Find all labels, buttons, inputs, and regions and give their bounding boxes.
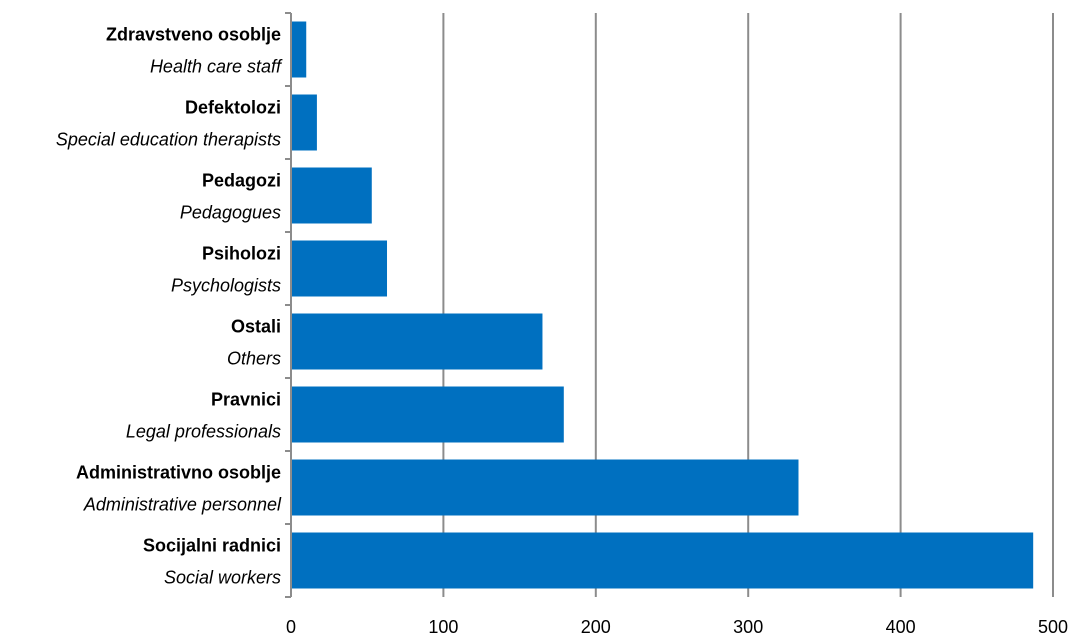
x-tick-label: 300 bbox=[733, 617, 763, 637]
category-label: Ostali bbox=[231, 317, 281, 337]
category-label: Socijalni radnici bbox=[143, 536, 281, 556]
category-label: Administrativno osoblje bbox=[76, 463, 281, 483]
x-tick-label: 200 bbox=[581, 617, 611, 637]
x-tick-label: 0 bbox=[286, 617, 296, 637]
category-sublabel: Health care staff bbox=[150, 57, 283, 77]
category-sublabel: Administrative personnel bbox=[83, 495, 282, 515]
category-label: Psiholozi bbox=[202, 244, 281, 264]
category-label: Pedagozi bbox=[202, 171, 281, 191]
category-labels: Zdravstveno osoblje Health care staff Defe… bbox=[56, 25, 283, 588]
x-tick-label: 500 bbox=[1038, 617, 1068, 637]
bar bbox=[292, 167, 372, 224]
bar bbox=[292, 313, 543, 370]
bar bbox=[292, 459, 799, 516]
x-tick-label: 400 bbox=[886, 617, 916, 637]
category-sublabel: Social workers bbox=[164, 568, 281, 588]
category-sublabel: Others bbox=[227, 349, 281, 369]
bar bbox=[292, 386, 564, 443]
y-axis bbox=[285, 12, 292, 598]
category-label: Zdravstveno osoblje bbox=[106, 25, 281, 45]
category-sublabel: Special education therapists bbox=[56, 130, 281, 150]
category-sublabel: Pedagogues bbox=[180, 203, 281, 223]
bar bbox=[292, 240, 388, 297]
bars bbox=[292, 21, 1034, 589]
x-tick-label: 100 bbox=[428, 617, 458, 637]
bar bbox=[292, 21, 307, 78]
bar bbox=[292, 532, 1034, 589]
category-sublabel: Psychologists bbox=[171, 276, 281, 296]
category-sublabel: Legal professionals bbox=[126, 422, 281, 442]
bar bbox=[292, 94, 317, 151]
category-label: Pravnici bbox=[211, 390, 281, 410]
category-label: Defektolozi bbox=[185, 98, 281, 118]
x-tick-labels: 0 100 200 300 400 500 bbox=[286, 617, 1068, 637]
